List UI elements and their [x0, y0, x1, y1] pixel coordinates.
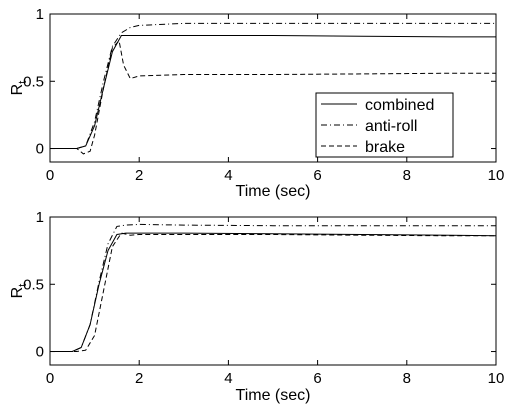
top-plot-y-tick-labels: 00.51 [23, 6, 44, 158]
top-plot-y-axis-label: Rt [9, 81, 29, 96]
top-plot-x-tick-label: 10 [488, 167, 505, 184]
legend-label-combined: combined [365, 97, 434, 114]
top-plot: 0 2 4 6 8 10 00.51 Time (sec) Rt combinedanti… [9, 6, 504, 200]
legend-label-anti-roll: anti-roll [365, 118, 417, 135]
top-plot-x-tick-label: 4 [224, 167, 232, 184]
bottom-plot-series [50, 223, 497, 352]
bottom-plot-x-axis-label: Time (sec) [236, 387, 311, 404]
top-plot-x-axis-label: Time (sec) [236, 183, 311, 200]
top-plot-x-tick-label: 0 [46, 167, 54, 184]
bottom-plot-y-tick-label: 1 [36, 209, 44, 226]
bottom-plot-y-axis-label-subscript: t [17, 284, 29, 287]
top-plot-series [50, 22, 496, 155]
bottom-plot-y-tick-label: 0 [36, 344, 44, 361]
legend-label-brake: brake [365, 139, 405, 156]
bottom-plot-x-tick-label: 4 [224, 370, 232, 387]
top-plot-x-tick-label: 2 [135, 167, 143, 184]
bottom-plot-x-tick-label: 10 [488, 370, 505, 387]
top-plot-y-tick-label: 1 [36, 6, 44, 23]
legend: combined anti-roll brake [315, 92, 454, 158]
svg-text:Rt: Rt [9, 284, 29, 299]
bottom-plot: 0 2 4 6 8 10 00.51 Time (sec) Rt [9, 209, 504, 404]
top-plot-x-tick-label: 8 [403, 167, 411, 184]
top-plot-series-combined [50, 35, 496, 149]
top-plot-frame [49, 13, 497, 163]
top-plot-y-axis-label-main: R [9, 84, 26, 96]
top-plot-ticks [49, 13, 497, 162]
bottom-plot-x-tick-label: 0 [46, 370, 54, 387]
bottom-plot-series-brake [50, 232, 496, 352]
bottom-plot-x-tick-label: 8 [403, 370, 411, 387]
bottom-plot-frame [49, 216, 497, 366]
bottom-plot-x-tick-label: 6 [313, 370, 321, 387]
top-plot-y-tick-label: 0.5 [23, 73, 44, 90]
bottom-plot-y-tick-label: 0.5 [23, 276, 44, 293]
top-plot-series-brake [50, 39, 496, 155]
bottom-plot-series-anti-roll [50, 223, 496, 352]
svg-text:Rt: Rt [9, 81, 29, 96]
bottom-plot-x-tick-labels: 0 2 4 6 8 10 [46, 370, 505, 387]
bottom-plot-series-combined [50, 232, 497, 352]
legend-box [315, 92, 454, 158]
bottom-plot-y-tick-labels: 00.51 [23, 209, 44, 361]
top-plot-series-anti-roll [50, 22, 496, 149]
top-plot-y-tick-label: 0 [36, 141, 44, 158]
bottom-plot-y-axis-label: Rt [9, 284, 29, 299]
bottom-plot-y-axis-label-main: R [9, 287, 26, 299]
top-plot-x-tick-labels: 0 2 4 6 8 10 [46, 167, 505, 184]
bottom-plot-x-tick-label: 2 [135, 370, 143, 387]
top-plot-y-axis-label-subscript: t [17, 81, 29, 84]
top-plot-x-tick-label: 6 [313, 167, 321, 184]
